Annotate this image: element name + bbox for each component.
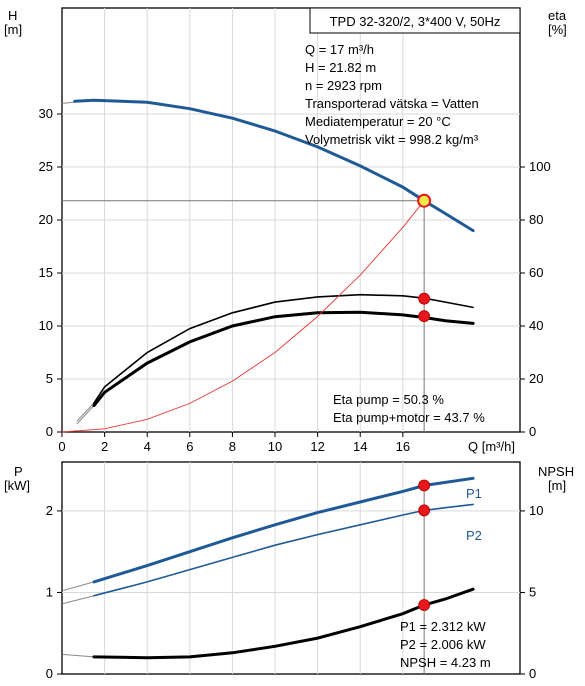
plot-frame-bottom xyxy=(61,461,521,675)
x-axis-label: Q [m³/h] xyxy=(468,439,515,454)
x-tick-label: 12 xyxy=(310,439,324,454)
y-tick-label-right: 100 xyxy=(529,159,551,174)
y-tick-label-right: 80 xyxy=(529,212,543,227)
y-tick-label-left: 15 xyxy=(39,265,53,280)
series-line-eta-total xyxy=(93,293,474,404)
eta-total-curve-extension xyxy=(76,402,95,422)
info-text-line: Q = 17 m³/h xyxy=(305,42,374,57)
y-axis-label-left: P xyxy=(14,464,23,479)
series-line-system xyxy=(61,200,425,433)
x-tick-label: 16 xyxy=(396,439,410,454)
x-tick-label: 4 xyxy=(144,439,151,454)
y-tick-label-right: 0 xyxy=(529,666,536,681)
y-axis-unit-right: [%] xyxy=(548,22,567,37)
series-line-p2 xyxy=(93,503,474,597)
data-marker xyxy=(418,504,431,517)
y-axis-label-left: H xyxy=(8,8,17,23)
y-tick-label-left: 10 xyxy=(39,318,53,333)
y-tick-label-left: 30 xyxy=(39,106,53,121)
x-tick-label: 2 xyxy=(101,439,108,454)
data-marker xyxy=(418,310,431,323)
y-axis-label-right: NPSH xyxy=(538,464,574,479)
y-tick-label-right: 10 xyxy=(529,503,543,518)
x-tick-label: 0 xyxy=(58,439,65,454)
x-tick-label: 6 xyxy=(186,439,193,454)
info-text-line: Mediatemperatur = 20 °C xyxy=(305,114,451,129)
y-tick-label-right: 60 xyxy=(529,265,543,280)
p1-curve-extension xyxy=(61,581,95,592)
y-axis-unit-left: [m] xyxy=(4,22,22,37)
y-tick-label-left: 25 xyxy=(39,159,53,174)
y-axis-label-right: eta xyxy=(548,8,567,23)
eta-curve-extension xyxy=(76,405,95,425)
y-tick-label-left: 20 xyxy=(39,212,53,227)
y-tick-label-left: 2 xyxy=(46,503,53,518)
info-text-line: P1 = 2.312 kW xyxy=(400,619,486,634)
y-tick-label-left: 0 xyxy=(46,666,53,681)
y-tick-label-left: 5 xyxy=(46,371,53,386)
y-tick-label-left: 1 xyxy=(46,584,53,599)
series-line-npsh xyxy=(92,587,475,660)
series-line-p1 xyxy=(92,476,475,584)
y-tick-label-right: 40 xyxy=(529,318,543,333)
x-tick-label: 10 xyxy=(268,439,282,454)
eta-text-line: Eta pump = 50.3 % xyxy=(333,392,444,407)
y-tick-label-right: 20 xyxy=(529,371,543,386)
data-marker xyxy=(418,292,431,305)
npsh-curve-extension xyxy=(61,653,94,658)
x-tick-label: 14 xyxy=(353,439,367,454)
info-text-line: n = 2923 rpm xyxy=(305,78,382,93)
info-text-line: Transporterad vätska = Vatten xyxy=(305,96,479,111)
title-box xyxy=(309,7,521,34)
info-text-line: P2 = 2.006 kW xyxy=(400,637,486,652)
y-tick-label-right: 5 xyxy=(529,584,536,599)
eta-text-line: Eta pump+motor = 43.7 % xyxy=(333,410,485,425)
series-label-p2: P2 xyxy=(466,528,482,543)
chart-title: TPD 32-320/2, 3*400 V, 50Hz xyxy=(330,14,501,29)
info-text-line: H = 21.82 m xyxy=(305,60,376,75)
data-marker xyxy=(418,479,431,492)
x-tick-label: 8 xyxy=(229,439,236,454)
y-axis-unit-right: [m] xyxy=(548,478,566,493)
p2-curve-extension xyxy=(61,595,95,605)
info-text-line: Volymetrisk vikt = 998.2 kg/m³ xyxy=(305,132,479,147)
info-text-line: NPSH = 4.23 m xyxy=(400,655,491,670)
duty-point-marker xyxy=(417,193,432,208)
y-tick-label-left: 0 xyxy=(46,424,53,439)
y-axis-unit-left: [kW] xyxy=(4,478,30,493)
series-label-p1: P1 xyxy=(466,486,482,501)
data-marker xyxy=(418,599,431,611)
y-tick-label-right: 0 xyxy=(529,424,536,439)
